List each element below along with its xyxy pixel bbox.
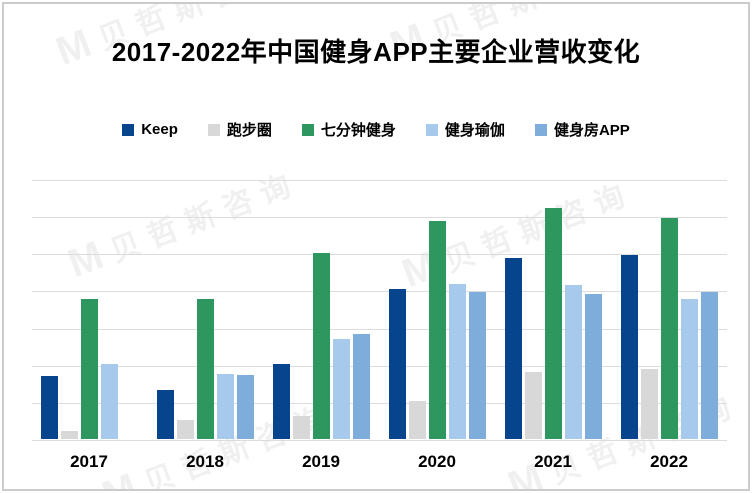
legend-label: 健身瑜伽	[444, 122, 505, 139]
bar-series0-2018	[156, 390, 174, 439]
gridline	[32, 366, 727, 367]
bar-series1-2021	[524, 372, 542, 439]
bar-series4-2019	[352, 334, 370, 439]
bar-series0-2022	[620, 255, 638, 439]
bar-series4-2021	[584, 294, 602, 439]
bar-series3-2017	[100, 364, 118, 439]
bar-series0-2020	[388, 289, 406, 439]
legend-item-1: 跑步圈	[207, 119, 272, 140]
bar-group-2019	[272, 253, 370, 439]
bar-series0-2019	[272, 364, 290, 439]
gridline	[32, 291, 727, 292]
bar-group-2018	[156, 299, 254, 439]
bar-series2-2020	[428, 221, 446, 439]
legend-item-0: Keep	[122, 121, 178, 138]
bar-series3-2018	[216, 374, 234, 439]
x-axis-label-2022: 2022	[650, 452, 688, 471]
legend-item-3: 健身瑜伽	[425, 119, 505, 140]
gridline	[32, 440, 727, 441]
bar-series3-2019	[332, 339, 350, 439]
legend-swatch-icon	[207, 123, 220, 136]
gridline	[32, 254, 727, 255]
x-axis-label-2020: 2020	[418, 452, 456, 471]
bar-series2-2022	[660, 218, 678, 439]
chart-title: 2017-2022年中国健身APP主要企业营收变化	[111, 37, 641, 67]
bar-series2-2019	[312, 253, 330, 439]
x-axis-label-2018: 2018	[186, 452, 224, 471]
bar-series0-2017	[40, 376, 58, 439]
bar-series0-2021	[504, 258, 522, 439]
bar-series3-2022	[680, 299, 698, 439]
bar-series1-2020	[408, 401, 426, 439]
bar-series3-2021	[564, 285, 582, 439]
gridline	[32, 217, 727, 218]
bar-group-2022	[620, 218, 718, 439]
bar-series4-2020	[468, 292, 486, 439]
bar-series2-2017	[80, 299, 98, 439]
bar-series1-2018	[176, 420, 194, 439]
legend-label: 跑步圈	[226, 122, 272, 139]
x-axis-label-2021: 2021	[534, 452, 572, 471]
legend: Keep 跑步圈 七分钟健身 健身瑜伽 健身房APP	[4, 119, 748, 140]
bar-group-2017	[40, 299, 138, 439]
bar-series1-2019	[292, 416, 310, 439]
legend-swatch-icon	[425, 123, 438, 136]
bar-series4-2018	[236, 375, 254, 439]
legend-item-2: 七分钟健身	[301, 119, 396, 140]
legend-label: 健身房APP	[553, 122, 630, 139]
bar-series3-2020	[448, 284, 466, 439]
bar-series1-2017	[60, 431, 78, 439]
x-axis-label-2017: 2017	[70, 452, 108, 471]
legend-label: Keep	[141, 121, 178, 138]
plot-area	[32, 180, 727, 441]
legend-item-4: 健身房APP	[534, 119, 630, 140]
legend-swatch-icon	[301, 123, 314, 136]
bar-series4-2022	[700, 292, 718, 439]
gridline	[32, 403, 727, 404]
bar-group-2021	[504, 208, 602, 439]
legend-swatch-icon	[122, 123, 135, 136]
bar-series2-2021	[544, 208, 562, 439]
legend-swatch-icon	[534, 123, 547, 136]
bar-series1-2022	[640, 369, 658, 439]
x-axis-label-2019: 2019	[302, 452, 340, 471]
gridline	[32, 180, 727, 181]
bar-series2-2018	[196, 299, 214, 439]
bar-group-2020	[388, 221, 486, 439]
gridline	[32, 329, 727, 330]
legend-label: 七分钟健身	[320, 122, 396, 139]
